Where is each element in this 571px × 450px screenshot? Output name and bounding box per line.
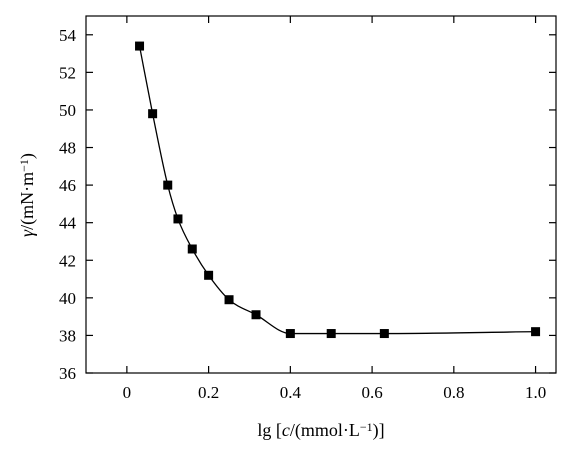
- x-tick-label: 0.2: [198, 383, 219, 402]
- data-point: [187, 244, 197, 254]
- data-point: [285, 329, 295, 339]
- y-axis-ticks: 36 38 40 42 44 46 48 50 52 54: [59, 26, 556, 383]
- y-axis-title: γ/(mN·m−1): [17, 153, 38, 237]
- y-tick-label: 54: [59, 26, 77, 45]
- data-point: [531, 327, 541, 337]
- data-point: [148, 109, 158, 119]
- x-tick-label: 0: [123, 383, 132, 402]
- y-tick-label: 40: [59, 289, 76, 308]
- y-tick-label: 48: [59, 139, 76, 158]
- x-tick-label: 0.6: [361, 383, 382, 402]
- data-point: [163, 180, 173, 190]
- data-point: [224, 295, 234, 305]
- data-point: [379, 329, 389, 339]
- y-tick-label: 52: [59, 63, 76, 82]
- data-point: [173, 214, 183, 224]
- data-point: [135, 41, 145, 51]
- y-tick-label: 36: [59, 364, 76, 383]
- y-tick-label: 50: [59, 101, 76, 120]
- x-tick-label: 0.8: [443, 383, 464, 402]
- data-point: [251, 310, 261, 320]
- x-tick-label: 0.4: [280, 383, 302, 402]
- y-tick-label: 44: [59, 214, 77, 233]
- y-tick-label: 46: [59, 176, 76, 195]
- x-tick-label: 1.0: [525, 383, 546, 402]
- x-axis-title: lg [c/(mmol·L−1)]: [257, 420, 384, 441]
- plot-frame: [85, 15, 557, 374]
- x-axis-ticks: 0 0.2 0.4 0.6 0.8 1.0: [123, 16, 546, 402]
- y-tick-label: 42: [59, 251, 76, 270]
- data-markers: [135, 41, 541, 339]
- y-tick-label: 38: [59, 326, 76, 345]
- fit-curve: [138, 45, 536, 335]
- data-point: [204, 270, 214, 280]
- data-point: [326, 329, 336, 339]
